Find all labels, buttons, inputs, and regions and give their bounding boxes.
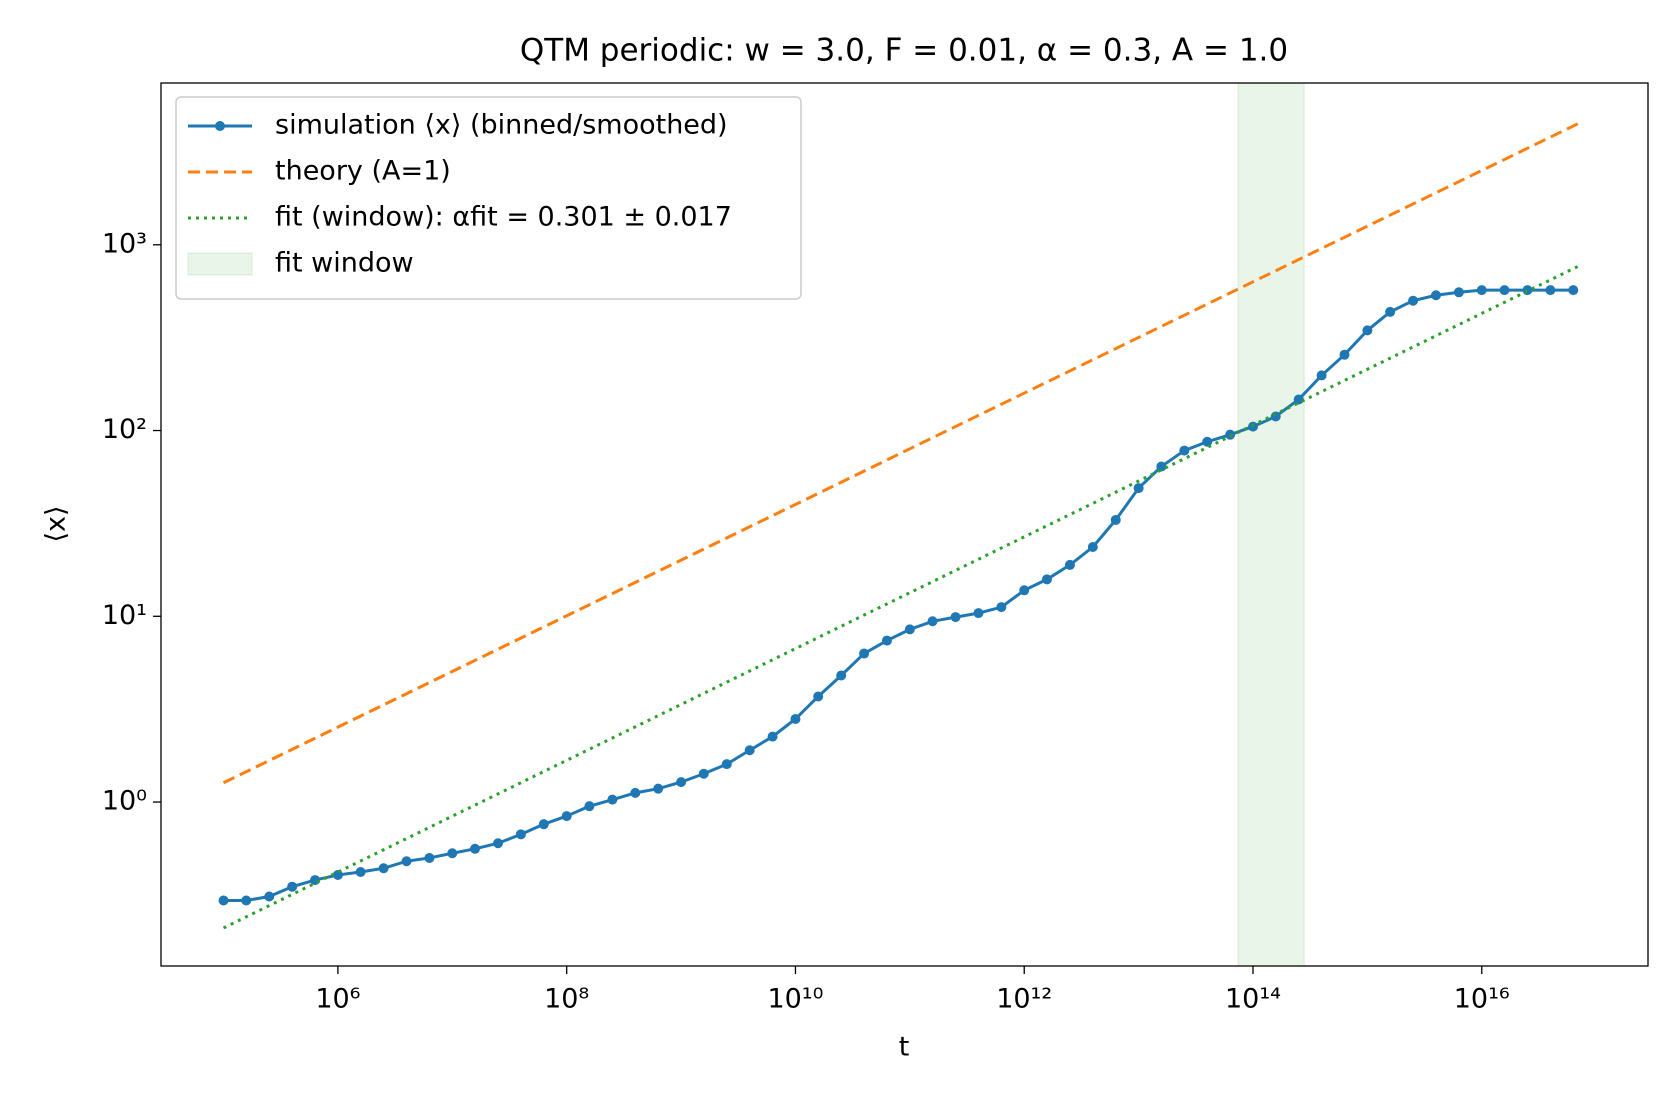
x-tick-label: 10⁸ <box>544 984 589 1015</box>
data-point <box>401 856 412 867</box>
data-point <box>881 635 892 646</box>
data-point <box>1202 436 1213 447</box>
data-point <box>813 691 824 702</box>
data-point <box>904 624 915 635</box>
data-point <box>1133 483 1144 494</box>
series-line <box>222 264 1580 930</box>
data-point <box>859 648 870 659</box>
data-point <box>1385 306 1396 317</box>
data-point <box>1545 285 1556 296</box>
x-axis-label: t <box>899 1032 910 1063</box>
y-tick-label: 10³ <box>102 228 147 259</box>
chart-title: QTM periodic: w = 3.0, F = 0.01, α = 0.3… <box>520 33 1288 69</box>
fit-window <box>1237 82 1305 967</box>
data-point <box>927 616 938 627</box>
data-point <box>790 713 801 724</box>
data-point <box>424 852 435 863</box>
y-tick-label: 10² <box>102 414 147 445</box>
x-tick-label: 10¹⁶ <box>1454 984 1510 1015</box>
data-point <box>950 612 961 623</box>
data-point <box>1476 285 1487 296</box>
data-point <box>287 881 298 892</box>
data-point <box>607 794 618 805</box>
data-point <box>698 768 709 779</box>
data-point <box>470 843 481 854</box>
data-point <box>447 848 458 859</box>
data-point <box>584 801 595 812</box>
x-tick-label: 10¹² <box>996 984 1052 1015</box>
legend-marker <box>215 121 225 131</box>
data-point <box>1293 394 1304 405</box>
data-point <box>1270 411 1281 422</box>
x-tick-label: 10¹⁴ <box>1225 984 1281 1015</box>
data-point <box>1430 290 1441 301</box>
series-line <box>223 288 1574 903</box>
y-tick-label: 10¹ <box>102 600 147 631</box>
data-point <box>767 731 778 742</box>
legend-swatch <box>187 252 253 276</box>
legend-label: fit window <box>275 248 414 279</box>
y-tick-label: 10⁰ <box>102 786 147 817</box>
data-point <box>1179 445 1190 456</box>
x-tick-label: 10¹⁰ <box>767 984 823 1015</box>
data-point <box>1316 370 1327 381</box>
data-point <box>1087 542 1098 553</box>
data-point <box>1156 461 1167 472</box>
data-point <box>1453 287 1464 298</box>
legend-box <box>175 96 802 300</box>
legend-label: simulation ⟨x⟩ (binned/smoothed) <box>275 110 728 141</box>
legend-label: theory (A=1) <box>275 156 451 187</box>
x-tick-label: 10⁶ <box>315 984 360 1015</box>
data-point <box>493 838 504 849</box>
data-point <box>1408 295 1419 306</box>
plot-frame <box>160 82 1649 967</box>
legend-label: fit (window): αfit = 0.301 ± 0.017 <box>275 202 732 233</box>
data-point <box>676 777 687 788</box>
data-point <box>355 867 366 878</box>
data-point <box>996 602 1007 613</box>
data-point <box>744 745 755 756</box>
data-point <box>1522 285 1533 296</box>
data-point <box>1499 285 1510 296</box>
data-point <box>1568 285 1579 296</box>
data-point <box>515 829 526 840</box>
data-point <box>264 891 275 902</box>
y-axis-label: ⟨x⟩ <box>41 505 72 542</box>
data-point <box>218 895 229 906</box>
data-point <box>538 819 549 830</box>
data-point <box>1362 325 1373 336</box>
data-point <box>561 811 572 822</box>
data-point <box>378 863 389 874</box>
data-point <box>973 608 984 619</box>
data-point <box>1064 559 1075 570</box>
data-point <box>1110 514 1121 525</box>
data-point <box>630 787 641 798</box>
data-point <box>836 670 847 681</box>
data-point <box>1339 349 1350 360</box>
data-point <box>1041 574 1052 585</box>
data-point <box>721 759 732 770</box>
data-point <box>241 895 252 906</box>
data-point <box>653 783 664 794</box>
data-point <box>1019 585 1030 596</box>
